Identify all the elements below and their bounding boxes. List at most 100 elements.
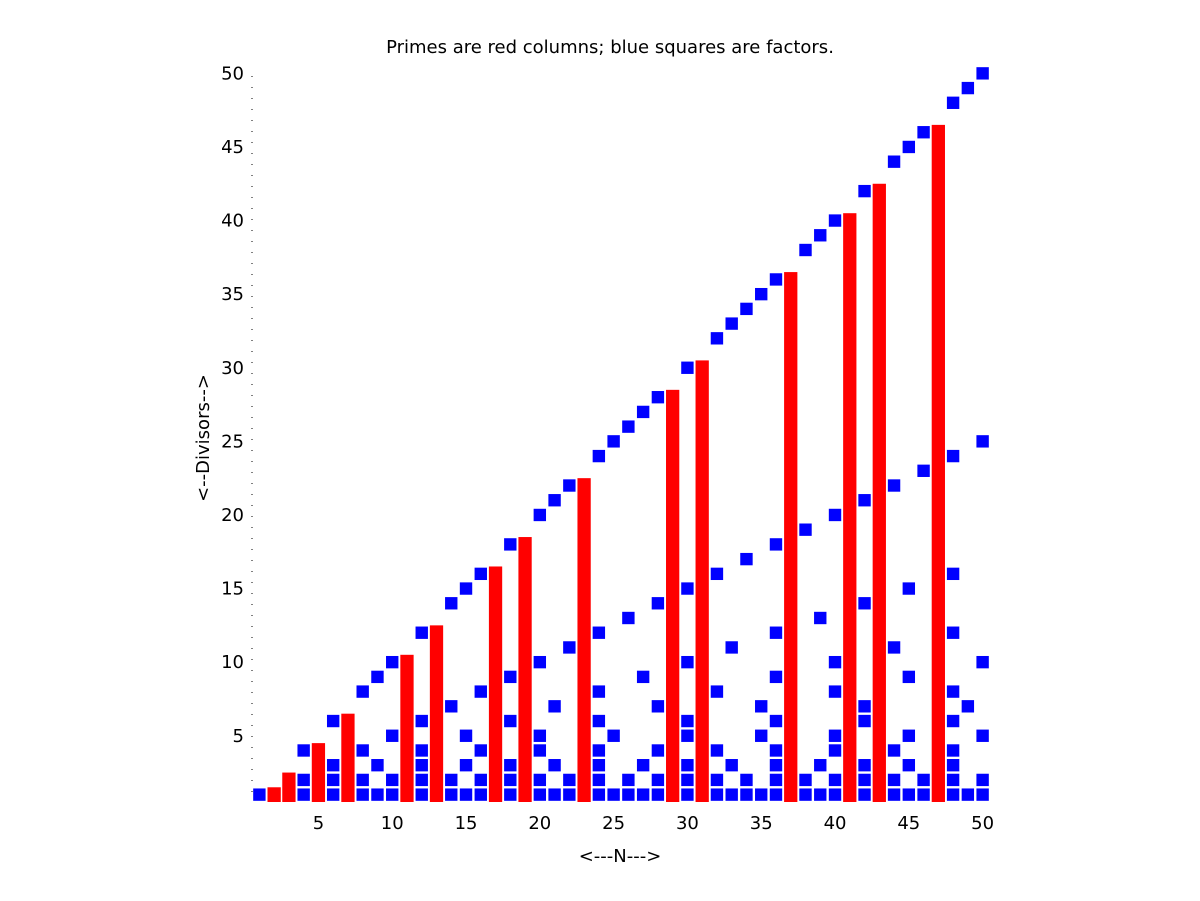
prime-column-19 — [518, 537, 532, 802]
prime-column-2 — [267, 787, 281, 802]
factor-square-16-4 — [474, 744, 487, 757]
factor-square-48-8 — [946, 685, 960, 698]
factor-square-32-4 — [710, 744, 724, 757]
prime-column-23 — [577, 478, 591, 802]
factor-square-40-40 — [828, 214, 842, 227]
y-tick-label: 40 — [221, 211, 244, 232]
y-tick-label: 50 — [221, 63, 244, 84]
factor-square-42-14 — [858, 597, 871, 610]
x-tick-label: 30 — [676, 813, 699, 834]
factor-square-48-2 — [946, 773, 960, 787]
factor-square-36-18 — [769, 538, 783, 551]
factor-square-32-32 — [710, 332, 724, 345]
factor-square-9-3 — [371, 759, 384, 772]
factor-square-30-15 — [681, 582, 694, 595]
prime-column-7 — [341, 713, 355, 802]
prime-column-11 — [400, 654, 414, 802]
factor-square-26-2 — [622, 773, 635, 787]
factor-square-15-3 — [459, 759, 473, 772]
y-tick-label: 25 — [221, 431, 244, 452]
factor-square-30-10 — [681, 655, 694, 669]
y-tick-label: 45 — [221, 137, 244, 158]
y-tick-label: 15 — [221, 579, 244, 600]
factor-square-33-3 — [725, 759, 738, 772]
factor-square-22-22 — [563, 479, 576, 492]
factor-square-27-1 — [636, 788, 650, 801]
x-tick-label: 45 — [897, 813, 920, 834]
factor-square-15-15 — [459, 582, 473, 595]
factor-square-30-5 — [681, 729, 694, 742]
factor-square-46-2 — [917, 773, 930, 787]
y-tick-label: 30 — [221, 358, 244, 379]
factor-square-15-1 — [459, 788, 473, 801]
prime-column-17 — [488, 566, 503, 802]
factor-square-1-1 — [253, 788, 266, 801]
factor-square-24-3 — [592, 759, 606, 772]
factor-square-48-4 — [946, 744, 960, 757]
y-tick-label: 35 — [221, 284, 244, 305]
factor-square-42-6 — [858, 714, 871, 728]
factor-square-40-4 — [828, 744, 842, 757]
factor-square-28-1 — [651, 788, 665, 801]
factor-square-26-13 — [622, 611, 635, 625]
factor-square-42-42 — [858, 184, 871, 198]
y-tick-label: 20 — [221, 505, 244, 526]
factor-square-20-10 — [533, 655, 547, 669]
factor-square-25-1 — [607, 788, 620, 801]
prime-column-31 — [695, 360, 709, 802]
factor-square-20-2 — [533, 773, 547, 787]
factor-square-40-8 — [828, 685, 842, 698]
factor-square-32-16 — [710, 567, 724, 581]
factor-square-28-28 — [651, 391, 665, 404]
factor-square-45-1 — [902, 788, 916, 801]
factor-square-32-1 — [710, 788, 724, 801]
factor-square-21-21 — [548, 494, 561, 507]
factor-square-44-22 — [887, 479, 901, 492]
factor-square-50-25 — [976, 435, 989, 448]
y-tick-label: 5 — [233, 726, 244, 747]
factor-square-38-1 — [799, 788, 812, 801]
factor-square-14-7 — [445, 700, 458, 713]
factor-square-35-35 — [755, 287, 768, 301]
prime-column-5 — [311, 743, 326, 802]
x-tick-label: 10 — [381, 813, 404, 834]
factor-square-22-1 — [563, 788, 576, 801]
factor-square-36-12 — [769, 626, 783, 639]
factor-square-18-3 — [504, 759, 517, 772]
factor-square-21-3 — [548, 759, 561, 772]
factor-square-27-3 — [636, 759, 650, 772]
factor-square-22-2 — [563, 773, 576, 787]
factor-square-40-2 — [828, 773, 842, 787]
factor-square-12-2 — [415, 773, 428, 787]
factor-square-10-2 — [386, 773, 399, 787]
factor-square-42-3 — [858, 759, 871, 772]
factor-square-50-2 — [976, 773, 989, 787]
factor-square-44-4 — [887, 744, 901, 757]
x-tick-label: 20 — [528, 813, 551, 834]
factor-square-36-4 — [769, 744, 783, 757]
factor-square-39-13 — [814, 611, 827, 625]
factor-square-20-20 — [533, 508, 547, 522]
factor-square-21-7 — [548, 700, 561, 713]
factor-square-27-27 — [636, 405, 650, 419]
factor-square-21-1 — [548, 788, 561, 801]
factor-square-39-39 — [814, 229, 827, 242]
factor-square-39-3 — [814, 759, 827, 772]
factor-square-18-1 — [504, 788, 517, 801]
factor-square-12-3 — [415, 759, 428, 772]
factor-square-36-6 — [769, 714, 783, 728]
factor-square-14-1 — [445, 788, 458, 801]
factor-square-40-20 — [828, 508, 842, 522]
factor-square-35-1 — [755, 788, 768, 801]
factor-square-4-2 — [297, 773, 310, 787]
factor-square-46-1 — [917, 788, 930, 801]
factor-square-48-3 — [946, 759, 960, 772]
factor-square-20-1 — [533, 788, 547, 801]
factor-square-33-33 — [725, 317, 738, 330]
prime-column-41 — [843, 213, 857, 802]
factor-square-50-50 — [976, 67, 989, 80]
factor-square-33-1 — [725, 788, 738, 801]
factor-square-34-2 — [740, 773, 753, 787]
factor-square-42-2 — [858, 773, 871, 787]
